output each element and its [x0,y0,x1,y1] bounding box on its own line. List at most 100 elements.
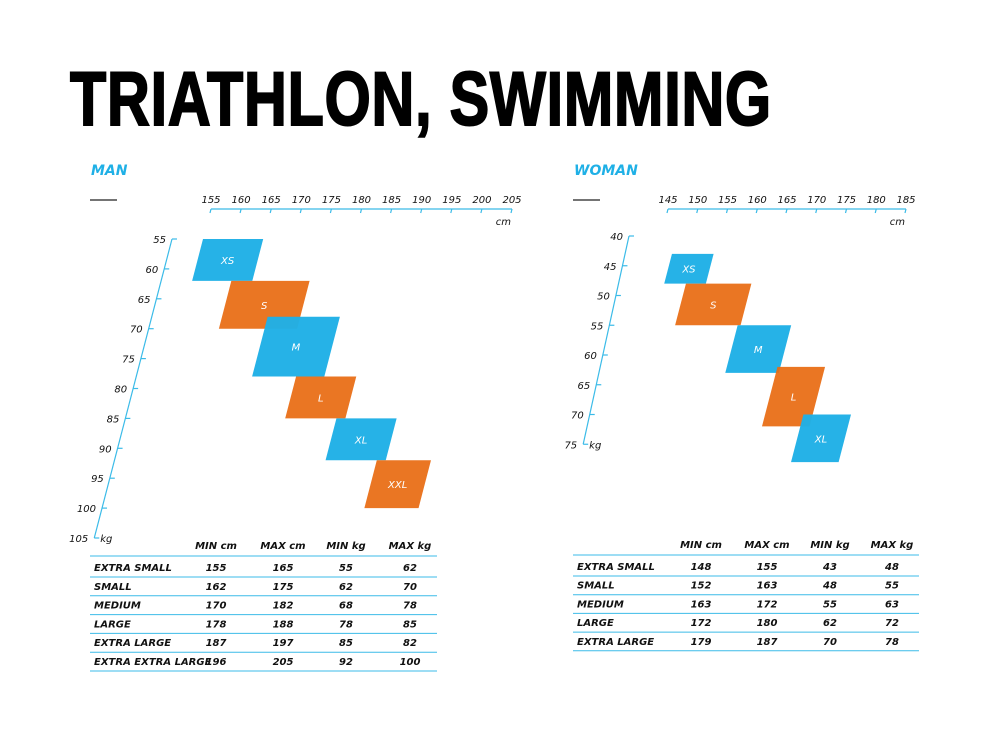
table-cell: 172 [691,618,712,629]
size-block-label: L [318,393,324,404]
y-tick-label: 40 [610,232,623,243]
x-tick-label: 155 [201,195,220,206]
y-axis-unit: kg [100,534,112,545]
table-cell: 70 [823,637,837,648]
x-tick-label: 145 [658,195,677,206]
y-tick-label: 70 [571,411,584,422]
y-tick-label: 50 [597,292,610,303]
table-cell: 78 [885,637,899,648]
y-tick-label: 95 [91,474,104,485]
size-block-xs [664,253,714,284]
y-tick-label: 90 [99,444,112,455]
table-header: MAX cm [744,540,789,551]
x-tick-label: 190 [412,195,431,206]
x-axis-unit: cm [496,217,511,228]
table-header: MAX cm [260,541,305,552]
x-tick [239,208,242,214]
x-tick-label: 185 [896,195,915,206]
x-tick [420,208,423,214]
y-tick-label: 75 [564,440,577,451]
x-tick [755,208,758,214]
table-cell: 152 [691,581,712,592]
table-cell: 48 [884,562,899,573]
table-row-name: EXTRA LARGE [94,638,171,649]
table-row-name: EXTRA SMALL [94,563,172,574]
x-tick [696,208,699,214]
x-tick-label: 195 [442,195,461,206]
section-title: MAN [91,163,128,179]
size-block-label: L [791,393,797,404]
y-tick-label: 45 [604,262,617,273]
x-tick-label: 200 [472,195,491,206]
table-header: MAX kg [871,540,914,551]
section-title: WOMAN [574,163,638,179]
x-tick [480,208,483,214]
table-cell: 196 [206,657,227,668]
x-tick [269,208,272,214]
table-header: MIN kg [810,540,849,551]
size-block-label: XXL [387,480,407,491]
y-tick-label: 70 [130,325,143,336]
x-tick [510,208,513,214]
size-block-m [725,325,792,373]
x-tick [299,208,302,214]
table-cell: 180 [757,618,778,629]
size-block-xl [325,418,397,461]
y-axis-unit: kg [589,440,601,451]
table-cell: 197 [273,638,294,649]
y-tick-label: 75 [122,355,135,366]
table-row-name: LARGE [577,618,614,629]
y-tick-label: 65 [138,295,151,306]
table-row-name: SMALL [577,581,615,592]
table-cell: 100 [400,657,421,668]
x-axis-unit: cm [890,217,905,228]
table-cell: 172 [757,599,778,610]
table-cell: 55 [885,581,899,592]
y-axis-line [582,235,630,445]
size-block-xxl [364,460,431,509]
table-cell: 163 [691,599,712,610]
table-cell: 78 [403,601,417,612]
y-tick-label: 105 [69,534,88,545]
table-header: MAX kg [389,541,432,552]
y-tick-label: 55 [591,321,604,332]
x-tick-label: 180 [867,195,886,206]
x-tick [815,208,818,214]
x-tick [874,208,877,214]
y-tick-label: 80 [114,385,127,396]
x-tick-label: 155 [718,195,737,206]
table-cell: 163 [757,581,778,592]
size-block-label: XS [220,256,235,267]
table-cell: 178 [206,619,227,630]
table-row-name: EXTRA LARGE [577,637,654,648]
table-cell: 78 [339,619,353,630]
table-row-name: MEDIUM [577,599,624,610]
table-cell: 85 [403,619,417,630]
page-title: TRIATHLON, SWIMMING [69,56,772,143]
table-cell: 48 [822,581,837,592]
size-block-label: S [261,301,268,312]
table-cell: 165 [273,563,294,574]
table-cell: 148 [691,562,712,573]
size-block-l [761,366,826,427]
table-cell: 187 [757,637,778,648]
size-block-xs [192,239,264,281]
table-cell: 175 [273,582,294,593]
x-tick [844,208,848,214]
x-tick-label: 165 [777,195,796,206]
table-row-name: MEDIUM [94,601,141,612]
table-cell: 62 [339,582,353,593]
table-cell: 85 [339,638,353,649]
table-header: MIN cm [195,541,237,552]
x-tick [329,208,332,214]
table-row-name: EXTRA EXTRA LARGE [94,657,212,668]
table-cell: 82 [403,638,417,649]
x-tick-label: 160 [232,195,251,206]
table-row-name: EXTRA SMALL [577,562,655,573]
x-tick [666,208,669,214]
table-cell: 62 [403,563,417,574]
x-tick [390,208,393,214]
x-tick-label: 170 [292,195,311,206]
y-tick-label: 65 [578,381,591,392]
